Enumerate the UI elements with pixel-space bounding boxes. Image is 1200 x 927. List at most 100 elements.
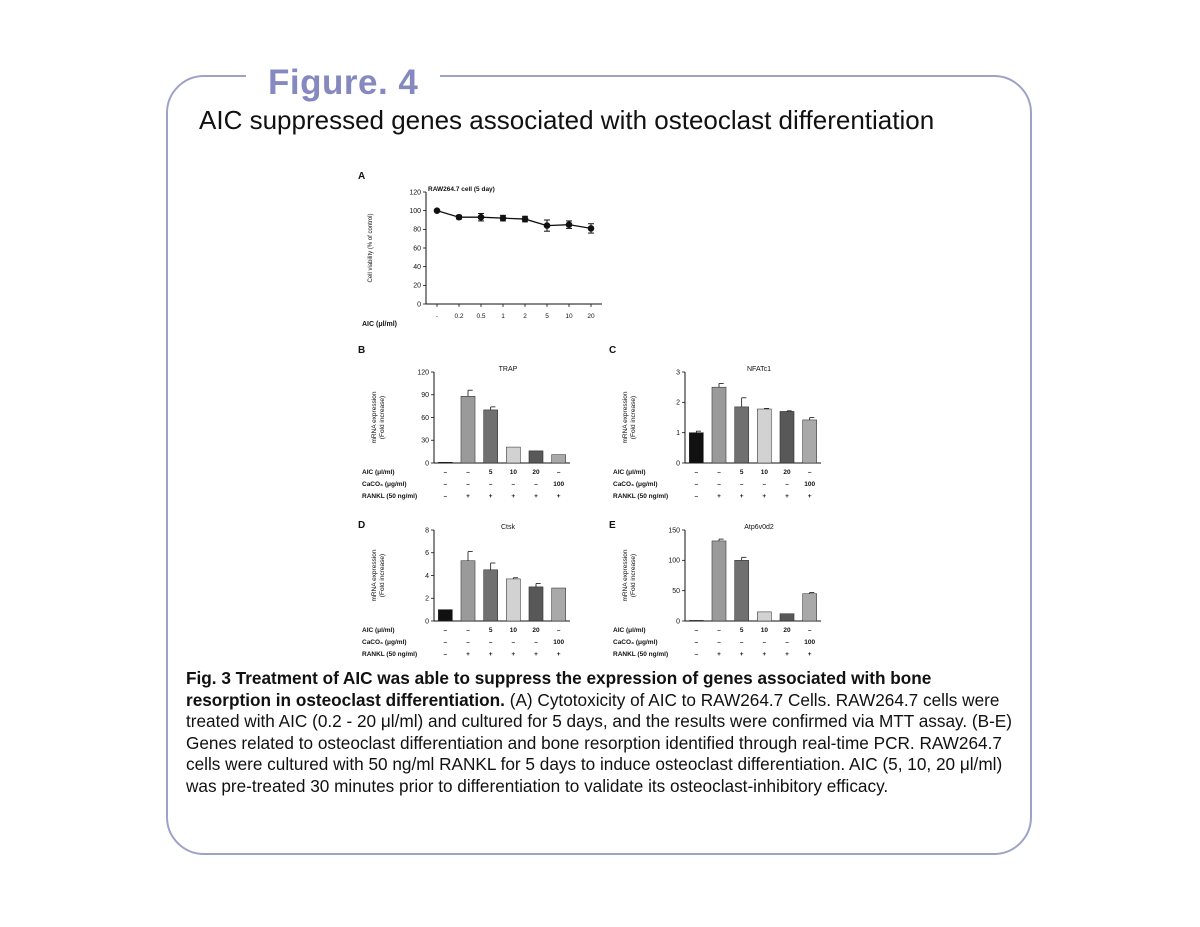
chart-b-row-value: – (512, 481, 516, 488)
chart-d-row-value: – (512, 639, 516, 646)
chart-c-row-value: + (717, 493, 721, 500)
chart-c-row-label: RANKL (50 ng/ml) (613, 493, 668, 500)
chart-c-row-value: – (808, 469, 812, 476)
chart-b-row-value: 10 (510, 469, 518, 476)
chart-a-ytick-label: 80 (413, 227, 421, 234)
chart-c-nfatc1: NFATc1 0 1 2 3 mRNA expression (Fold increase)… (613, 366, 821, 500)
chart-c-row-value: + (808, 493, 812, 500)
chart-c-bar (757, 408, 772, 464)
chart-a-point (499, 214, 507, 222)
chart-e-row-value: + (808, 651, 812, 658)
chart-e-row-value: 100 (804, 639, 815, 646)
chart-b-row-value: – (444, 481, 448, 488)
chart-a-ytick-label: 0 (417, 301, 421, 308)
chart-c-ytick-label: 0 (676, 460, 680, 467)
chart-a-point (433, 207, 441, 214)
chart-a-xtick-label: 0.5 (476, 313, 485, 320)
chart-d-bar (438, 609, 453, 622)
chart-d-row-value: + (557, 651, 561, 658)
chart-d-row-value: – (557, 627, 561, 634)
chart-e-ytick-label: 0 (676, 618, 680, 625)
chart-c-row-value: – (763, 481, 767, 488)
chart-c-row-value: – (740, 481, 744, 488)
chart-b-trap: TRAP 0 30 60 90 120 mRNA expression (Fold incre… (362, 366, 570, 500)
chart-b-row-value: – (444, 469, 448, 476)
chart-b-bar (551, 454, 566, 464)
chart-a-viability: RAW264.7 cell (5 day)020406080100120Cell… (362, 186, 602, 328)
chart-b-ytick-label: 60 (421, 415, 429, 422)
panel-letter-e: E (609, 520, 616, 531)
chart-b-row-value: – (466, 469, 470, 476)
panel-letter-d: D (358, 520, 366, 531)
panel-letter-a: A (358, 171, 366, 182)
chart-d-row-label: RANKL (50 ng/ml) (362, 651, 417, 658)
chart-d-row-value: + (466, 651, 470, 658)
chart-b-row-value: – (489, 481, 493, 488)
chart-b-bar (438, 461, 453, 464)
chart-a-point (565, 221, 573, 228)
chart-d-bar (460, 560, 476, 622)
chart-a-xtick-label: 1 (501, 313, 505, 320)
chart-c-bar (689, 432, 704, 464)
chart-e-ytick-label: 100 (668, 558, 680, 565)
chart-d-ylabel: (Fold increase) (379, 554, 386, 597)
chart-e-row-label: RANKL (50 ng/ml) (613, 651, 668, 658)
chart-c-row-label: AIC (μl/ml) (613, 469, 646, 476)
chart-a-xtick-label: - (436, 313, 438, 320)
chart-a-point (543, 222, 551, 229)
chart-e-bar (711, 540, 727, 622)
chart-d-bar (483, 569, 498, 622)
chart-e-bar (802, 593, 817, 622)
chart-e-row-value: – (785, 639, 789, 646)
chart-c-row-value: – (695, 481, 699, 488)
chart-b-row-label: RANKL (50 ng/ml) (362, 493, 417, 500)
chart-d-ytick-label: 2 (425, 596, 429, 603)
chart-d-ytick-label: 0 (425, 618, 429, 625)
chart-c-row-value: – (717, 469, 721, 476)
chart-b-bar (460, 396, 476, 464)
chart-e-ylabel: mRNA expression (622, 549, 629, 601)
chart-b-title: TRAP (499, 366, 518, 373)
chart-b-row-label: AIC (μl/ml) (362, 469, 395, 476)
caption-bold: Fig. 3 Treatment of AIC was able to supp… (186, 668, 932, 710)
chart-e-row-value: + (762, 651, 766, 658)
chart-a-xtick-label: 5 (545, 313, 549, 320)
chart-d-ctsk: Ctsk 0 2 4 6 8 mRNA expression (Fold increase) A… (362, 524, 570, 658)
chart-e-row-value: – (740, 639, 744, 646)
chart-c-bar (711, 386, 727, 464)
chart-c-row-value: 20 (783, 469, 791, 476)
chart-b-row-value: + (489, 493, 493, 500)
chart-d-row-value: – (444, 651, 448, 658)
chart-b-row-label: CaCO₃ (μg/ml) (362, 481, 407, 488)
chart-c-row-value: 100 (804, 481, 815, 488)
chart-d-bar (506, 578, 521, 622)
chart-e-title: Atp6v0d2 (744, 524, 774, 531)
chart-e-row-value: – (695, 627, 699, 634)
chart-b-row-value: + (466, 493, 470, 500)
chart-d-row-value: 100 (553, 639, 564, 646)
figure-label: Figure. 4 (246, 62, 441, 104)
chart-c-row-value: – (695, 469, 699, 476)
chart-d-row-value: – (444, 639, 448, 646)
chart-d-bar (528, 586, 544, 622)
chart-d-row-value: + (534, 651, 538, 658)
chart-a-xtick-label: 0.2 (454, 313, 463, 320)
chart-c-row-value: 5 (740, 469, 744, 476)
chart-e-row-value: – (717, 639, 721, 646)
chart-b-bar (528, 450, 544, 464)
chart-e-row-value: + (717, 651, 721, 658)
chart-b-ytick-label: 90 (421, 392, 429, 399)
chart-e-atp6v0d2: Atp6v0d2 0 50 100 150 mRNA expression (Fold in… (613, 524, 821, 658)
chart-e-row-value: 10 (761, 627, 769, 634)
chart-e-ylabel: (Fold increase) (630, 554, 637, 597)
chart-c-row-value: 10 (761, 469, 769, 476)
chart-e-row-value: – (695, 639, 699, 646)
chart-a-ytick-label: 60 (413, 245, 421, 252)
chart-b-ytick-label: 30 (421, 438, 429, 445)
chart-d-row-label: CaCO₃ (μg/ml) (362, 639, 407, 646)
caption-text: (A) Cytotoxicity of AIC to RAW264.7 Cell… (186, 689, 1012, 796)
chart-e-ytick-label: 150 (668, 527, 680, 534)
chart-d-row-value: + (511, 651, 515, 658)
chart-a-point (477, 213, 485, 221)
chart-d-row-value: – (444, 627, 448, 634)
